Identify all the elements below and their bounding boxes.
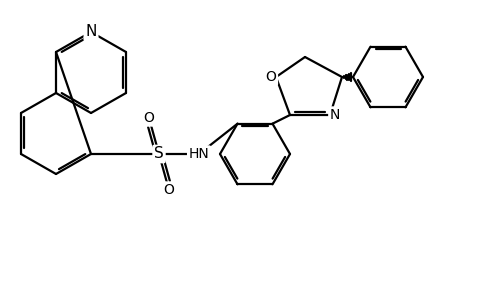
Text: HN: HN bbox=[188, 147, 210, 161]
Text: O: O bbox=[266, 70, 276, 84]
Text: N: N bbox=[330, 108, 340, 122]
Text: S: S bbox=[154, 147, 164, 162]
Text: O: O bbox=[164, 183, 174, 197]
Text: N: N bbox=[86, 25, 96, 39]
Text: O: O bbox=[144, 111, 154, 125]
